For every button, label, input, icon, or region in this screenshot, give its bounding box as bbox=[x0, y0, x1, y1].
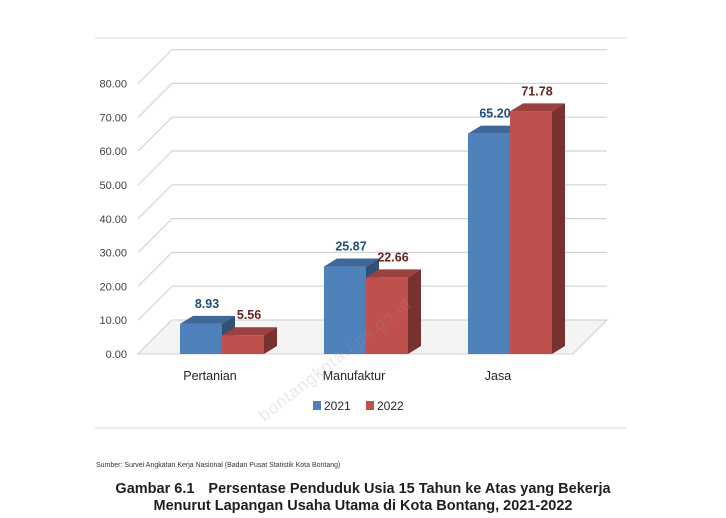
bar-top bbox=[366, 269, 421, 278]
bar-front bbox=[324, 266, 366, 354]
bar-side bbox=[408, 269, 421, 354]
figure-caption-line1: Gambar 6.1 Persentase Penduduk Usia 15 Ta… bbox=[0, 481, 726, 498]
data-label: 5.56 bbox=[237, 308, 261, 322]
bar-front bbox=[510, 111, 552, 354]
y-tick-label: 20.00 bbox=[99, 281, 127, 293]
gridline bbox=[137, 82, 607, 118]
bar-manufaktur-2022 bbox=[366, 269, 421, 354]
bar-front bbox=[366, 277, 408, 354]
figure-caption-line2: Menurut Lapangan Usaha Utama di Kota Bon… bbox=[153, 498, 573, 514]
bar-jasa-2022 bbox=[510, 103, 565, 354]
legend-label: 2022 bbox=[377, 399, 404, 413]
gridline bbox=[137, 285, 607, 321]
gridline bbox=[137, 319, 607, 355]
y-tick-label: 0.00 bbox=[106, 349, 127, 361]
bar-front bbox=[180, 323, 222, 354]
bar-top bbox=[222, 327, 277, 336]
bar-pertanian-2022 bbox=[222, 327, 277, 354]
y-tick-label: 10.00 bbox=[99, 315, 127, 327]
bar-top bbox=[468, 125, 523, 134]
bar-chart: 0.00 10.00 20.00 30.00 40.00 50.00 60.00 70.00 8… bbox=[95, 37, 627, 429]
data-label: 71.78 bbox=[521, 84, 552, 98]
bar-front bbox=[468, 133, 510, 354]
y-tick-label: 40.00 bbox=[99, 214, 127, 226]
data-label: 25.87 bbox=[335, 240, 366, 254]
bar-top bbox=[324, 258, 379, 267]
x-tick-label: Jasa bbox=[485, 369, 511, 383]
bar-top bbox=[510, 103, 565, 112]
bar-side bbox=[264, 327, 277, 354]
gridline bbox=[137, 48, 607, 85]
data-label: 65.20 bbox=[479, 107, 510, 121]
chart-area: 0.00 10.00 20.00 30.00 40.00 50.00 60.00 70.00 8… bbox=[95, 37, 627, 429]
y-tick-label: 60.00 bbox=[99, 146, 127, 158]
source-note: Sumber: Survei Angkatan Kerja Nasional (… bbox=[96, 462, 341, 469]
gridline bbox=[137, 251, 607, 287]
caption-text-line1: Persentase Penduduk Usia 15 Tahun ke Ata… bbox=[208, 481, 611, 497]
figure-number: Gambar 6.1 bbox=[115, 481, 195, 497]
legend-swatch bbox=[366, 401, 374, 410]
data-label: 8.93 bbox=[195, 297, 219, 311]
legend-label: 2021 bbox=[324, 399, 351, 413]
x-tick-label: Pertanian bbox=[183, 369, 237, 383]
y-tick-label: 70.00 bbox=[99, 112, 127, 124]
y-tick-label: 30.00 bbox=[99, 248, 127, 260]
bar-side bbox=[552, 103, 565, 354]
bar-top bbox=[180, 315, 235, 324]
data-label: 22.66 bbox=[377, 250, 408, 264]
gridline bbox=[137, 184, 607, 220]
x-tick-label: Manufaktur bbox=[323, 369, 386, 383]
gridline bbox=[137, 218, 607, 254]
bar-front bbox=[222, 335, 264, 354]
gridline bbox=[137, 150, 607, 186]
legend-swatch bbox=[313, 401, 321, 410]
gridline bbox=[137, 116, 607, 152]
y-tick-label: 80.00 bbox=[99, 79, 127, 91]
y-tick-label: 50.00 bbox=[99, 180, 127, 192]
